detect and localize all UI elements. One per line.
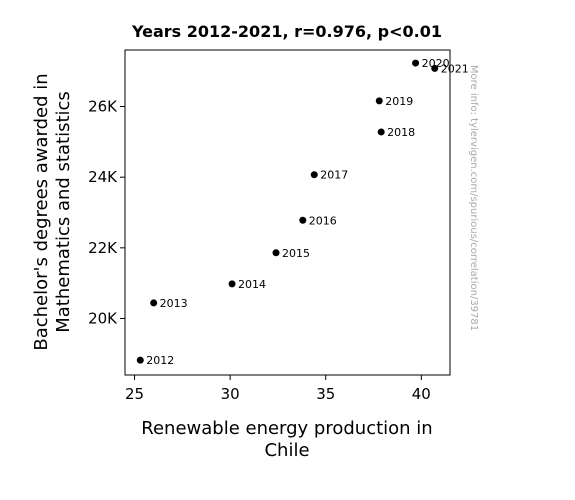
data-point-label: 2017 <box>320 169 348 182</box>
data-point <box>228 280 236 288</box>
data-point <box>150 299 158 307</box>
plot-area <box>124 49 451 376</box>
data-point-label: 2019 <box>385 95 413 108</box>
x-axis-label-line-2: Chile <box>264 440 309 461</box>
y-axis-label-line-2: Mathematics and statistics <box>53 91 74 333</box>
data-point-label: 2014 <box>238 278 266 291</box>
data-point-label: 2012 <box>146 354 174 367</box>
x-tick-label: 25 <box>125 385 144 403</box>
y-tick-label: 22K <box>88 239 118 257</box>
y-axis: 20K 22K 24K 26K <box>88 98 125 327</box>
x-axis: 25 30 35 40 <box>125 375 431 403</box>
y-axis-label-line-1: Bachelor's degrees awarded in <box>31 73 52 350</box>
y-tick-label: 26K <box>88 98 118 116</box>
y-tick-label: 20K <box>88 309 118 327</box>
y-tick-label: 24K <box>88 168 118 186</box>
data-point-label: 2021 <box>441 62 469 75</box>
data-point <box>431 64 439 72</box>
data-point <box>310 171 318 179</box>
chart-title: Years 2012-2021, r=0.976, p<0.01 <box>131 22 442 41</box>
data-point <box>412 59 420 67</box>
data-point <box>299 216 307 224</box>
x-tick-label: 35 <box>316 385 335 403</box>
data-point <box>272 249 280 257</box>
data-point <box>136 356 144 364</box>
data-point <box>377 128 385 136</box>
x-tick-label: 40 <box>412 385 431 403</box>
data-point-label: 2018 <box>387 126 415 139</box>
data-point-label: 2020 <box>422 57 450 70</box>
watermark: More info: tylervigen.com/spurious/corre… <box>468 65 479 331</box>
x-tick-label: 30 <box>221 385 240 403</box>
data-point-label: 2016 <box>309 214 337 227</box>
x-axis-label-line-1: Renewable energy production in <box>141 418 432 439</box>
data-point-label: 2015 <box>282 247 310 260</box>
data-point <box>375 97 383 105</box>
data-point-label: 2013 <box>160 297 188 310</box>
